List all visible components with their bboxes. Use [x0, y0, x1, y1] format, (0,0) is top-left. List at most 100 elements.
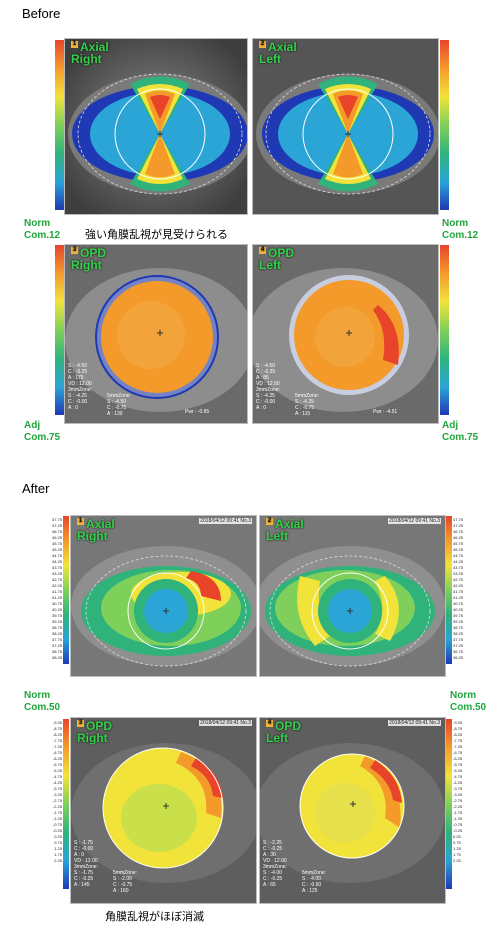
scale-tick: 44.75: [453, 553, 464, 558]
scale-tick: 46.25: [453, 535, 464, 540]
scale-tick: 38.75: [51, 625, 62, 630]
scale-tick: -6.75: [52, 750, 62, 755]
scale-tick: 39.75: [453, 613, 464, 618]
scale-tick: 46.75: [51, 529, 62, 534]
refraction-data: S : -4.50 C : -0.25 A : 175 VD : 12.00 3…: [68, 363, 92, 411]
after-norm-label-left: Norm Com.50: [24, 690, 60, 714]
data-line: C : -0.00: [68, 399, 88, 405]
data-line: S : -4.25: [256, 393, 275, 399]
opd-left-topography: [260, 718, 445, 903]
axial-right-topography: [65, 39, 247, 214]
map-title-line1: Axial: [86, 517, 115, 531]
before-axial-left-map: 2 Axial Left: [252, 38, 439, 215]
map-title: 4 OPD Left: [266, 720, 301, 744]
norm-text: Norm: [24, 690, 51, 701]
map-title-line2: Right: [71, 52, 102, 66]
scale-tick: 47.25: [51, 523, 62, 528]
com-text: Com.50: [24, 702, 61, 713]
scale-tick: 43.25: [453, 571, 464, 576]
data-line: VD : 12.00: [68, 381, 92, 387]
scale-tick: 43.75: [453, 565, 464, 570]
map-number-badge: 4: [266, 720, 273, 727]
before-opd-right-map: 3 OPD Right S : -4.50 C : -0.25 A : 175 VD…: [64, 244, 248, 424]
map-title-line1: OPD: [268, 246, 295, 260]
scale-tick: 46.25: [51, 535, 62, 540]
map-title-line1: OPD: [86, 719, 113, 733]
data-line: A : 125: [302, 888, 318, 894]
scale-tick: 0.25: [453, 834, 461, 839]
data-line: A : 145: [74, 882, 90, 888]
map-title-line2: Right: [77, 731, 108, 745]
map-title: 1 Axial Right: [71, 41, 109, 65]
scale-tick: -4.75: [52, 774, 62, 779]
refraction-data: S : -4.50 C : -0.25 A : 85 VD : 12.00 3m…: [256, 363, 280, 411]
data-line: S : -4.50: [68, 363, 87, 369]
scale-tick: 42.25: [51, 583, 62, 588]
data-line: S : -4.00: [302, 876, 321, 882]
map-title-line2: Left: [259, 258, 281, 272]
map-number-badge: 2: [266, 518, 273, 525]
after-note: 角膜乱視がほぼ消滅: [105, 910, 204, 923]
scale-tick: 39.25: [51, 619, 62, 624]
data-line: A : 175: [68, 375, 84, 381]
data-line: 3mmZone:: [263, 864, 287, 870]
com-text: Com.12: [442, 230, 479, 241]
scale-tick: -1.75: [453, 810, 463, 815]
data-line: S : -4.00: [263, 870, 282, 876]
scale-tick: -9.25: [52, 720, 62, 725]
data-line: A : 30: [263, 852, 276, 858]
scale-tick: -5.75: [453, 762, 463, 767]
before-norm-label-left: Norm Com.12: [24, 218, 60, 242]
scale-tick: 36.25: [51, 655, 62, 660]
before-adj-label-right: Adj Com.75: [442, 420, 478, 444]
opd-right-topography: [65, 245, 247, 423]
data-line: C : -0.75: [295, 405, 315, 411]
pwr-value: Pwr : -4.51: [373, 409, 398, 415]
data-line: C : -0.25: [263, 876, 283, 882]
scale-tick: -0.25: [453, 828, 463, 833]
map-title-line1: Axial: [268, 40, 297, 54]
map-title-line2: Right: [77, 529, 108, 543]
map-title: 3 OPD Right: [77, 720, 112, 744]
scale-tick: -5.75: [52, 762, 62, 767]
adj-text: Adj: [24, 420, 41, 431]
data-line: C : -0.75: [107, 405, 127, 411]
scale-tick: -6.25: [453, 756, 463, 761]
map-title-line1: OPD: [80, 246, 107, 260]
scale-tick: 1.25: [453, 846, 461, 851]
map-title-line2: Left: [259, 52, 281, 66]
map-number-badge: 2: [259, 41, 266, 48]
scale-tick: -8.25: [52, 732, 62, 737]
before-heading: Before: [22, 6, 61, 21]
scale-tick: 37.75: [453, 637, 464, 642]
refraction-data: S : -2.25 C : -0.25 A : 30 VD : 12.00 3m…: [263, 840, 287, 888]
scale-tick: 40.25: [51, 607, 62, 612]
scale-tick: -7.25: [52, 744, 62, 749]
scale-tick: -4.25: [453, 780, 463, 785]
data-line: VD : 12.00: [263, 858, 287, 864]
timestamp: 2018/04/12 09:41 No.3: [388, 720, 441, 726]
timestamp: 2018/04/12 09:41 No.3: [199, 720, 252, 726]
opd-right-topography: [71, 718, 256, 903]
scale-tick: 1.75: [453, 852, 461, 857]
scale-tick: -1.25: [52, 816, 62, 821]
scale-tick: 0.75: [453, 840, 461, 845]
map-title: 3 OPD Right: [71, 247, 106, 271]
scale-tick: 40.75: [51, 601, 62, 606]
scale-tick: 42.25: [453, 583, 464, 588]
map-number-badge: 3: [71, 247, 78, 254]
data-line: C : -0.25: [74, 876, 94, 882]
scale-tick: 41.75: [453, 589, 464, 594]
map-title-line2: Right: [71, 258, 102, 272]
scale-tick: 42.75: [453, 577, 464, 582]
zone-data: 5mmZone: S : -4.00 C : -0.50 A : 125: [302, 870, 326, 894]
zone-data: 5mmZone: S : -4.25 C : -0.75 A : 115: [295, 393, 319, 417]
scale-tick: -8.25: [453, 732, 463, 737]
after-axial-scale-ticks-right: 47.75 47.25 46.75 46.25 45.75 45.25 44.7…: [453, 517, 475, 661]
data-line: A : 160: [113, 888, 129, 894]
scale-tick: -1.75: [52, 810, 62, 815]
adj-text: Adj: [442, 420, 459, 431]
map-title: 2 Axial Left: [259, 41, 297, 65]
after-axial-scale-ticks-left: 47.75 47.25 46.75 46.25 45.75 45.25 44.7…: [40, 517, 62, 661]
scale-tick: 37.75: [51, 637, 62, 642]
